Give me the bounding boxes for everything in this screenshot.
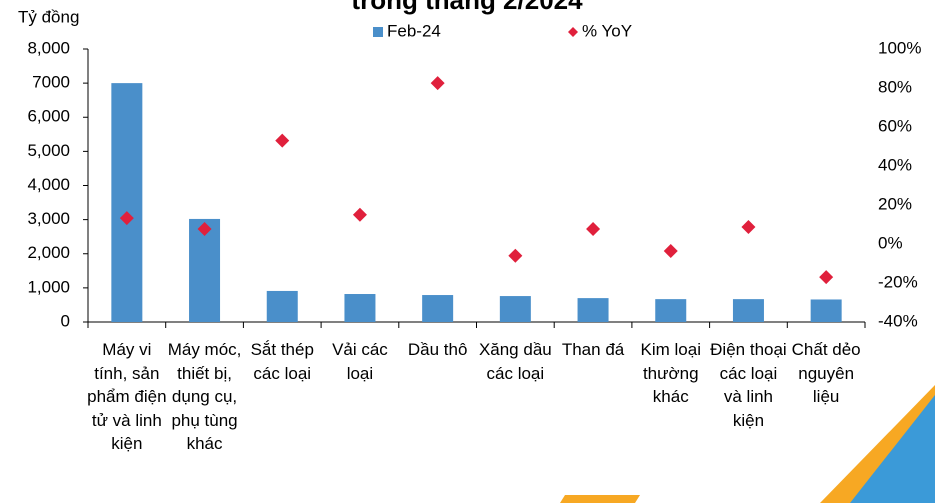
legend-swatch — [568, 27, 578, 37]
bar — [189, 218, 221, 322]
y-tick-label: 8,000 — [27, 38, 70, 57]
bar — [732, 299, 764, 322]
legend-swatch — [373, 27, 383, 37]
x-tick-label: Máy vi tính, sản phẩm điện tử và linh ki… — [87, 340, 167, 453]
diamond-marker — [663, 244, 678, 259]
bar — [111, 83, 143, 322]
decoration — [560, 495, 640, 503]
y-tick-label: 4,000 — [27, 175, 70, 194]
y2-tick-label: 80% — [878, 77, 912, 96]
y2-tick-label: -20% — [878, 272, 918, 291]
legend-label: Feb-24 — [387, 21, 441, 40]
decoration — [850, 395, 935, 503]
bar — [655, 299, 687, 322]
diamond-marker — [819, 270, 834, 285]
diamond-marker — [741, 220, 756, 235]
bar — [499, 296, 531, 322]
diamond-marker — [508, 248, 523, 263]
diamond-marker — [352, 207, 367, 222]
diamond-marker — [119, 211, 134, 226]
legend-label: % YoY — [582, 21, 632, 40]
y2-tick-label: 60% — [878, 116, 912, 135]
x-tick-label: Vải các loại — [332, 340, 388, 383]
y-axis-label: Tỷ đồng — [18, 7, 79, 26]
y-tick-label: 7000 — [32, 73, 70, 92]
y-tick-label: 1,000 — [27, 277, 70, 296]
x-tick-label: Kim loại thường khác — [640, 340, 701, 406]
y-tick-label: 3,000 — [27, 209, 70, 228]
diamond-marker — [275, 133, 290, 148]
x-tick-label: Than đá — [561, 340, 625, 359]
x-tick-label: Máy móc, thiết bị, dụng cụ, phụ tùng khá… — [167, 340, 242, 453]
y-tick-label: 2,000 — [27, 243, 70, 262]
y2-tick-label: 40% — [878, 155, 912, 174]
y2-tick-label: 20% — [878, 194, 912, 213]
bar — [810, 299, 842, 322]
bar — [422, 295, 454, 322]
bar — [266, 290, 298, 322]
x-tick-label: Điện thoại các loại và linh kiện — [710, 340, 787, 430]
diamond-marker — [586, 221, 601, 236]
diamond-marker — [430, 76, 445, 91]
chart-title: trong tháng 2/2024 — [351, 0, 583, 15]
bar — [577, 298, 609, 322]
y-tick-label: 0 — [61, 311, 70, 330]
y2-tick-label: 100% — [878, 38, 921, 57]
x-tick-label: Chất dẻo nguyên liệu — [791, 340, 861, 406]
bar — [344, 294, 376, 322]
y2-tick-label: 0% — [878, 233, 903, 252]
y2-tick-label: -40% — [878, 311, 918, 330]
y-tick-label: 5,000 — [27, 141, 70, 160]
diamond-marker — [197, 221, 212, 236]
x-tick-label: Sắt thép các loại — [250, 340, 314, 383]
x-tick-label: Xăng dầu các loại — [478, 340, 552, 383]
y-tick-label: 6,000 — [27, 107, 70, 126]
x-tick-label: Dầu thô — [407, 340, 468, 359]
